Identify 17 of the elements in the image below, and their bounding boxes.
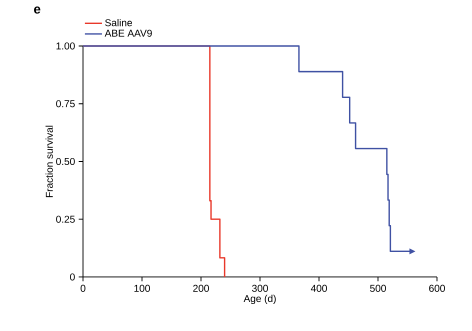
legend-label: ABE AAV9 [104, 30, 152, 37]
y-tick-label: 1.00 [56, 42, 75, 50]
y-tick-label: 0.75 [56, 100, 75, 108]
x-tick-label: 500 [370, 284, 386, 292]
x-tick-label: 100 [134, 284, 150, 292]
y-axis-title: Fraction survival [46, 126, 53, 198]
x-tick-label: 0 [80, 284, 86, 292]
text: e [34, 6, 40, 14]
x-tick-label: 200 [193, 284, 209, 292]
x-tick-label: 600 [429, 284, 445, 292]
x-tick-label: 400 [310, 284, 327, 292]
y-tick-label: 0.50 [56, 158, 75, 166]
x-tick-label: 300 [252, 284, 268, 292]
y-tick-label: 0.25 [56, 216, 75, 223]
y-tick-label: 0 [70, 273, 75, 281]
legend-label: Saline [105, 18, 132, 26]
x-axis-title: Age (d) [244, 294, 276, 304]
